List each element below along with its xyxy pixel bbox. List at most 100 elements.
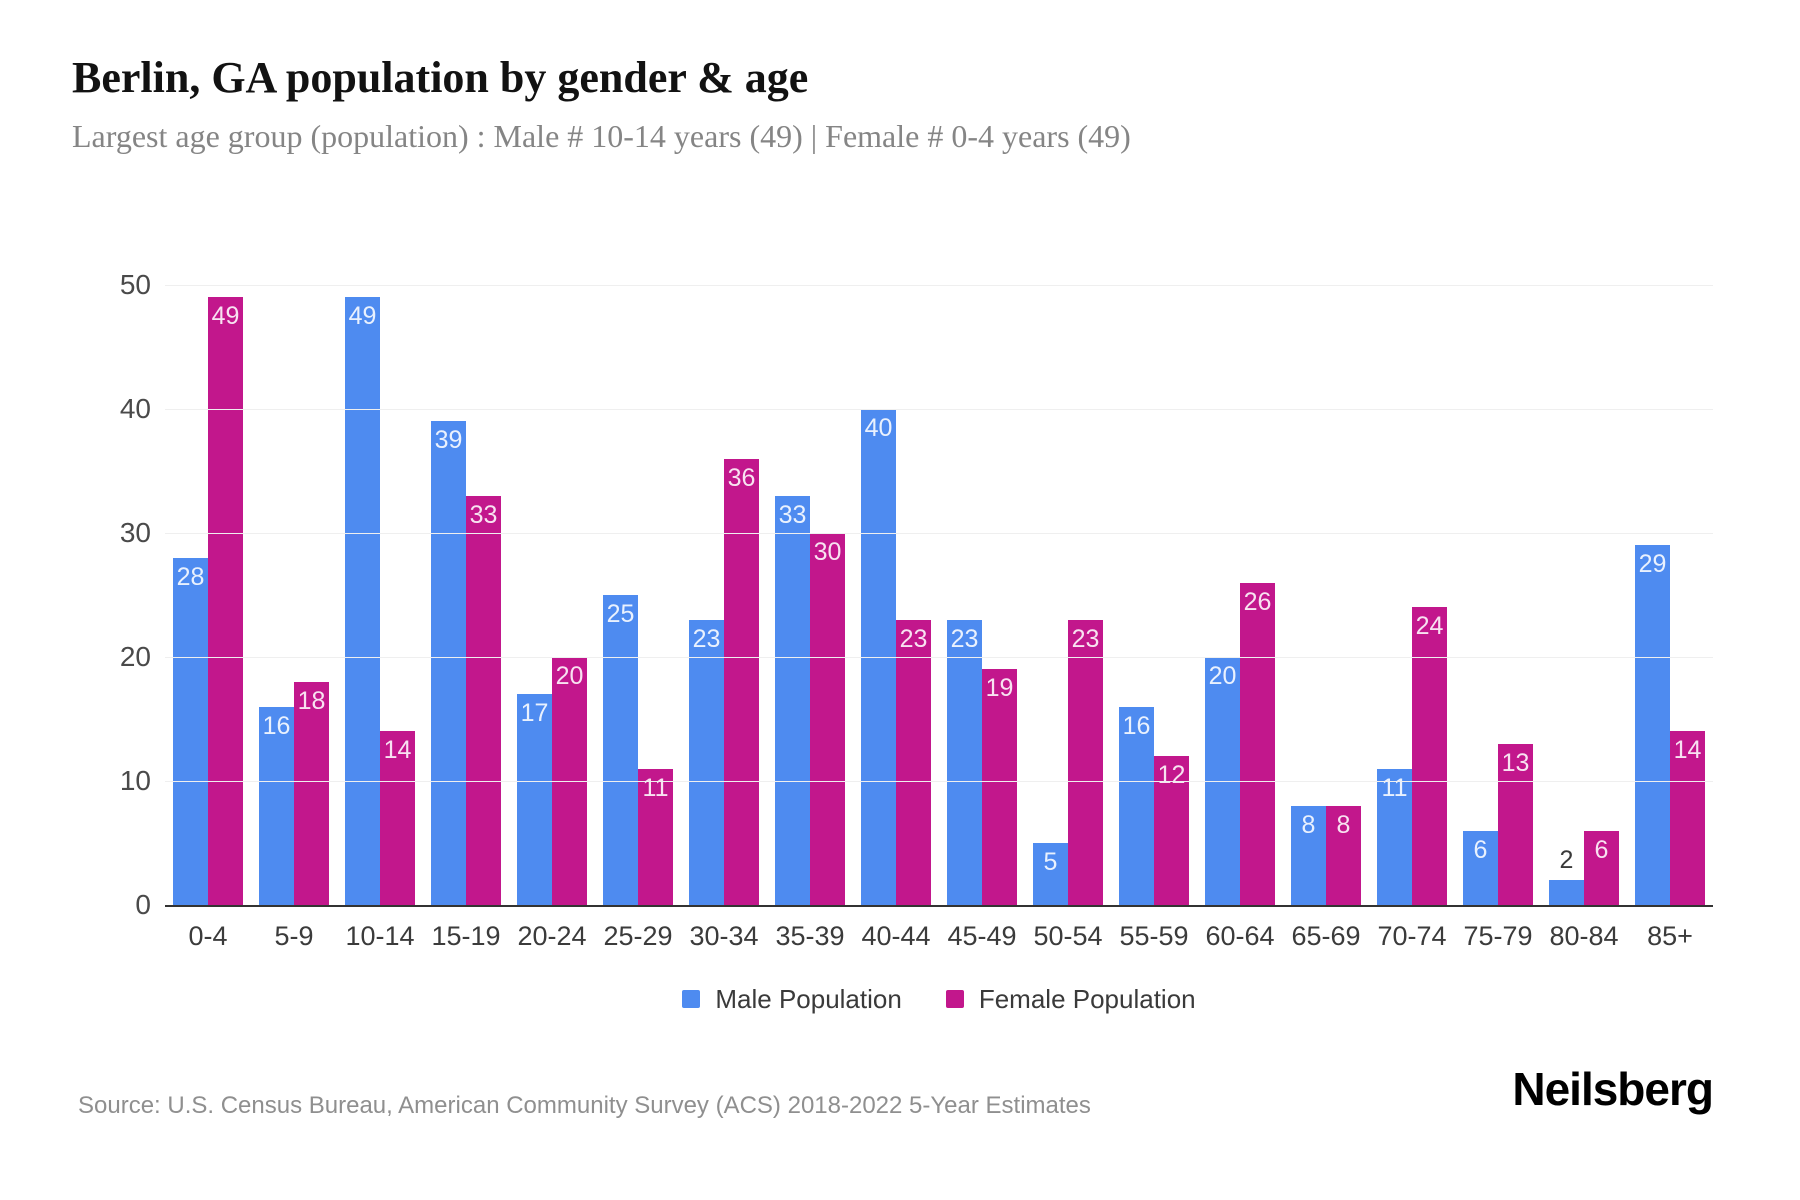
bar-value-label: 6 (1473, 835, 1488, 864)
bar-male-25-29: 25 (603, 595, 638, 905)
x-axis-tick-label-70-74: 70-74 (1377, 921, 1447, 951)
bar-female-0-4: 49 (208, 297, 243, 905)
bar-male-5-9: 16 (259, 706, 294, 905)
bar-pair: 16 12 (1119, 285, 1189, 905)
bar-value-label: 19 (985, 674, 1014, 703)
bar-value-label: 33 (778, 500, 807, 529)
bar-groups: 28 49 0-4 16 18 5-9 49 14 10-14 39 33 15-19 17 20 20-2… (165, 285, 1713, 951)
bar-group-70-74: 11 24 70-74 (1369, 285, 1455, 951)
bar-value-label: 11 (1381, 773, 1408, 802)
bar-female-80-84: 6 (1584, 830, 1619, 905)
bar-group-75-79: 6 13 75-79 (1455, 285, 1541, 951)
x-axis-tick-label-15-19: 15-19 (431, 921, 501, 951)
gridline-y-40 (165, 409, 1713, 410)
bar-female-30-34: 36 (724, 458, 759, 905)
bar-female-15-19: 33 (466, 495, 501, 905)
bar-female-10-14: 14 (380, 731, 415, 905)
x-axis-tick-label-40-44: 40-44 (861, 921, 931, 951)
bar-male-75-79: 6 (1463, 830, 1498, 905)
bar-value-label: 23 (899, 624, 928, 653)
bar-male-0-4: 28 (173, 557, 208, 905)
bar-value-label: 26 (1243, 587, 1272, 616)
y-axis-tick-label-40: 40 (119, 393, 151, 424)
bar-value-label: 24 (1415, 612, 1444, 641)
bar-group-30-34: 23 36 30-34 (681, 285, 767, 951)
bar-male-45-49: 23 (947, 619, 982, 905)
bar-male-55-59: 16 (1119, 706, 1154, 905)
bar-male-10-14: 49 (345, 297, 380, 905)
x-axis-tick-label-0-4: 0-4 (188, 921, 228, 951)
bar-value-label: 8 (1336, 810, 1351, 839)
bar-male-65-69: 8 (1291, 805, 1326, 905)
y-axis-tick-label-20: 20 (119, 641, 151, 672)
bar-value-label: 28 (176, 562, 205, 591)
bar-value-label: 40 (864, 414, 893, 442)
x-axis-tick-label-75-79: 75-79 (1463, 921, 1533, 951)
bar-pair: 23 19 (947, 285, 1017, 905)
bar-value-label: 23 (950, 624, 979, 653)
bar-female-70-74: 24 (1412, 607, 1447, 905)
bar-pair: 23 36 (689, 285, 759, 905)
x-axis-tick-label-30-34: 30-34 (689, 921, 759, 951)
bar-female-25-29: 11 (638, 768, 673, 905)
gridline-y-50 (165, 285, 1713, 286)
bar-female-75-79: 13 (1498, 743, 1533, 905)
bar-value-label: 8 (1301, 810, 1316, 839)
bar-value-label: 23 (692, 624, 721, 653)
bar-female-40-44: 23 (896, 619, 931, 905)
y-axis-tick-label-10: 10 (119, 765, 151, 796)
bar-group-60-64: 20 26 60-64 (1197, 285, 1283, 951)
bar-value-label: 23 (1071, 624, 1100, 653)
legend-swatch-icon (945, 990, 964, 1008)
bar-male-15-19: 39 (431, 421, 466, 905)
bar-male-80-84: 2 (1549, 846, 1584, 905)
bar-pair: 5 23 (1033, 285, 1103, 905)
x-axis-tick-label-20-24: 20-24 (517, 921, 587, 951)
bar-pair: 25 11 (603, 285, 673, 905)
bar-group-35-39: 33 30 35-39 (767, 285, 853, 951)
page-subtitle: Largest age group (population) : Male # … (72, 118, 1131, 154)
y-axis-tick-label-30: 30 (119, 517, 151, 548)
bar-group-15-19: 39 33 15-19 (423, 285, 509, 951)
legend-label: Female Population (978, 983, 1196, 1014)
x-axis-tick-label-65-69: 65-69 (1291, 921, 1361, 951)
bar-group-5-9: 16 18 5-9 (251, 285, 337, 951)
bar-value-label: 49 (211, 302, 240, 331)
bar-value-label: 16 (262, 711, 291, 740)
x-axis-tick-label-50-54: 50-54 (1033, 921, 1103, 951)
bar-female-5-9: 18 (294, 681, 329, 905)
legend-label: Male Population (715, 983, 902, 1014)
bar-value-label: 20 (555, 662, 584, 690)
bar-value-label: 49 (348, 302, 377, 331)
gridline-y-10 (165, 781, 1713, 782)
bar-male-30-34: 23 (689, 619, 724, 905)
bar-pair: 40 23 (861, 285, 931, 905)
gridline-y-30 (165, 533, 1713, 534)
bar-group-20-24: 17 20 20-24 (509, 285, 595, 951)
bar-pair: 16 18 (259, 285, 329, 905)
x-axis-tick-label-80-84: 80-84 (1549, 921, 1619, 951)
bar-pair: 6 13 (1463, 285, 1533, 905)
bar-group-45-49: 23 19 45-49 (939, 285, 1025, 951)
bar-pair: 49 14 (345, 285, 415, 905)
bar-value-label: 36 (727, 463, 756, 492)
bar-value-label: 6 (1594, 835, 1609, 864)
bar-female-65-69: 8 (1326, 805, 1361, 905)
bar-pair: 33 30 (775, 285, 845, 905)
bar-male-20-24: 17 (517, 694, 552, 905)
bar-group-80-84: 2 6 80-84 (1541, 285, 1627, 951)
bar-male-85+: 29 (1635, 545, 1670, 905)
bar-value-label: 11 (642, 773, 669, 802)
bar-female-45-49: 19 (982, 669, 1017, 905)
bar-value-label: 25 (606, 600, 635, 628)
page-title: Berlin, GA population by gender & age (72, 53, 809, 102)
bar-female-50-54: 23 (1068, 619, 1103, 905)
bar-male-70-74: 11 (1377, 768, 1412, 905)
x-axis-tick-label-55-59: 55-59 (1119, 921, 1189, 951)
bar-group-85+: 29 14 85+ (1627, 285, 1713, 951)
y-axis-tick-label-50: 50 (119, 269, 151, 300)
x-axis-tick-label-85+: 85+ (1647, 921, 1693, 951)
legend-item-male: Male Population (682, 983, 902, 1015)
